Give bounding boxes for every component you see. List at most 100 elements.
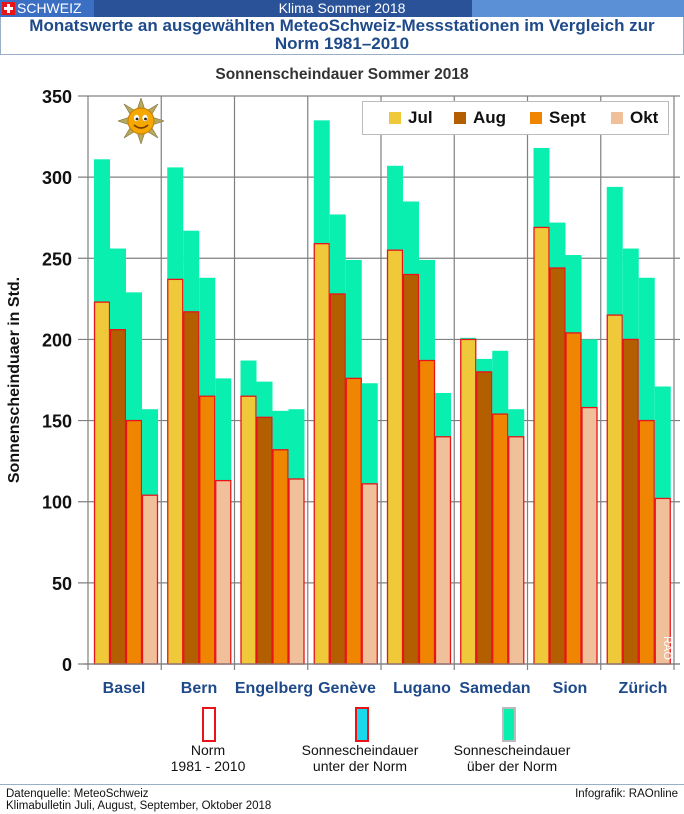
below-norm-swatch — [355, 707, 369, 742]
bar-norm-jul — [606, 314, 623, 665]
legend-label: Aug — [473, 108, 507, 127]
sun-icon — [118, 98, 164, 144]
bar-above-norm-okt — [361, 383, 378, 484]
y-tick-label: 350 — [42, 87, 72, 107]
y-tick-label: 250 — [42, 249, 72, 269]
banner-title: Klima Sommer 2018 — [278, 0, 406, 16]
page-subtitle: Monatswerte an ausgewählten MeteoSchweiz… — [0, 17, 684, 55]
bar-above-norm-aug — [622, 248, 639, 340]
bar-norm-aug — [256, 416, 273, 665]
bar-above-norm-jul — [606, 186, 623, 316]
bar-above-norm-jul — [167, 167, 184, 280]
y-tick-label: 150 — [42, 412, 72, 432]
bar-above-norm-sept — [272, 410, 289, 450]
chart-legend: Jul Aug Sept Okt — [362, 101, 669, 135]
bar-norm-sept — [492, 413, 509, 665]
station-labels: Basel Bern Engelberg Genève Lugano Samed… — [0, 680, 684, 702]
bar-norm-aug — [329, 293, 346, 665]
bar-above-norm-jul — [240, 360, 257, 397]
legend-swatch — [454, 112, 466, 124]
legend-item-jul: Jul — [389, 108, 433, 128]
bar-norm-sept — [638, 419, 655, 665]
source-line: Datenquelle: MeteoSchweiz — [6, 788, 149, 800]
banner-accent — [472, 0, 684, 17]
brand-box: SCHWEIZ — [0, 0, 94, 17]
bar-norm-aug — [183, 311, 200, 665]
bar-above-norm-aug — [183, 230, 200, 312]
bar-norm-sept — [272, 449, 289, 665]
bar-above-norm-sept — [492, 350, 509, 415]
legend-text-line: Sonnescheindauer — [301, 742, 419, 758]
bar-above-norm-aug — [476, 358, 493, 372]
legend-swatch — [389, 112, 401, 124]
subtitle-line-2: Norm 1981–2010 — [274, 34, 410, 53]
footer: Datenquelle: MeteoSchweiz Klimabulletin … — [0, 784, 684, 812]
source-line: Klimabulletin Juli, August, September, O… — [6, 800, 272, 812]
bar-above-norm-okt — [581, 339, 598, 408]
bar-norm-okt — [434, 436, 452, 665]
legend-text-line: Norm — [190, 742, 226, 758]
bar-above-norm-okt — [288, 409, 305, 479]
legend-text-line: 1981 - 2010 — [170, 758, 246, 774]
bar-above-norm-okt — [215, 378, 232, 481]
bar-above-norm-sept — [345, 259, 362, 379]
above-norm-legend-text: Sonnescheindauer über der Norm — [454, 742, 571, 774]
bar-above-norm-aug — [329, 214, 346, 294]
bar-norm-okt — [581, 406, 598, 665]
bar-above-norm-sept — [199, 277, 216, 397]
chart-title: Sonnenscheindauer Sommer 2018 — [215, 66, 469, 83]
bar-norm-jul — [533, 226, 550, 665]
bar-above-norm-aug — [549, 222, 566, 269]
above-norm-swatch — [502, 707, 516, 742]
bar-norm-jul — [93, 301, 111, 665]
station-label: Genève — [318, 680, 376, 697]
bar-norm-jul — [313, 243, 330, 665]
brand-label: SCHWEIZ — [17, 0, 82, 16]
bar-norm-okt — [361, 483, 378, 665]
y-tick-label: 300 — [42, 168, 72, 188]
bar-above-norm-aug — [403, 201, 419, 275]
bar-above-norm-jul — [387, 165, 403, 251]
norm-swatch — [202, 707, 216, 742]
y-tick-label: 50 — [52, 574, 72, 594]
y-tick-label: 100 — [42, 493, 72, 513]
bar-norm-aug — [109, 329, 127, 665]
legend-label: Sept — [549, 108, 586, 127]
subtitle-line-1: Monatswerte an ausgewählten MeteoSchweiz… — [29, 16, 655, 35]
bar-norm-sept — [125, 419, 143, 665]
bar-norm-sept — [418, 359, 436, 665]
bar-above-norm-jul — [460, 337, 477, 340]
bar-above-norm-aug — [110, 248, 126, 330]
bar-norm-aug — [476, 371, 493, 665]
y-tick-label: 0 — [62, 655, 72, 675]
bar-norm-aug — [622, 338, 639, 665]
bar-above-norm-jul — [94, 159, 110, 303]
legend-label: Okt — [630, 108, 659, 127]
station-label: Samedan — [459, 680, 531, 697]
bar-above-norm-okt — [508, 409, 525, 437]
bar-above-norm-okt — [654, 386, 671, 499]
bar-norm-sept — [565, 332, 582, 665]
station-label: Basel — [102, 680, 146, 697]
swiss-flag-icon — [2, 2, 15, 15]
bar-above-norm-sept — [126, 292, 142, 421]
legend-item-okt: Okt — [611, 108, 658, 128]
data-source: Datenquelle: MeteoSchweiz Klimabulletin … — [6, 788, 271, 812]
station-label: Lugano — [393, 680, 451, 697]
legend-text-line: unter der Norm — [312, 758, 408, 774]
y-tick-label: 200 — [42, 330, 72, 350]
bar-above-norm-aug — [256, 381, 273, 418]
bar-norm-sept — [199, 395, 216, 665]
bar-above-norm-sept — [638, 277, 655, 421]
bar-chart: 0 50 100 150 200 250 300 350 Sonnenscheinduaer i… — [6, 87, 680, 675]
credit: Infografik: RAOnline — [575, 788, 678, 800]
bar-norm-okt — [508, 436, 525, 665]
station-label: Zürich — [618, 680, 668, 697]
bar-norm-aug — [402, 273, 420, 665]
bar-above-norm-sept — [419, 259, 435, 361]
legend-text-line: Sonnescheindauer — [453, 742, 571, 758]
legend-text-line: über der Norm — [466, 758, 558, 774]
bar-above-norm-jul — [533, 147, 550, 228]
below-norm-legend-text: Sonnescheindauer unter der Norm — [302, 742, 419, 774]
legend-label: Jul — [408, 108, 433, 127]
